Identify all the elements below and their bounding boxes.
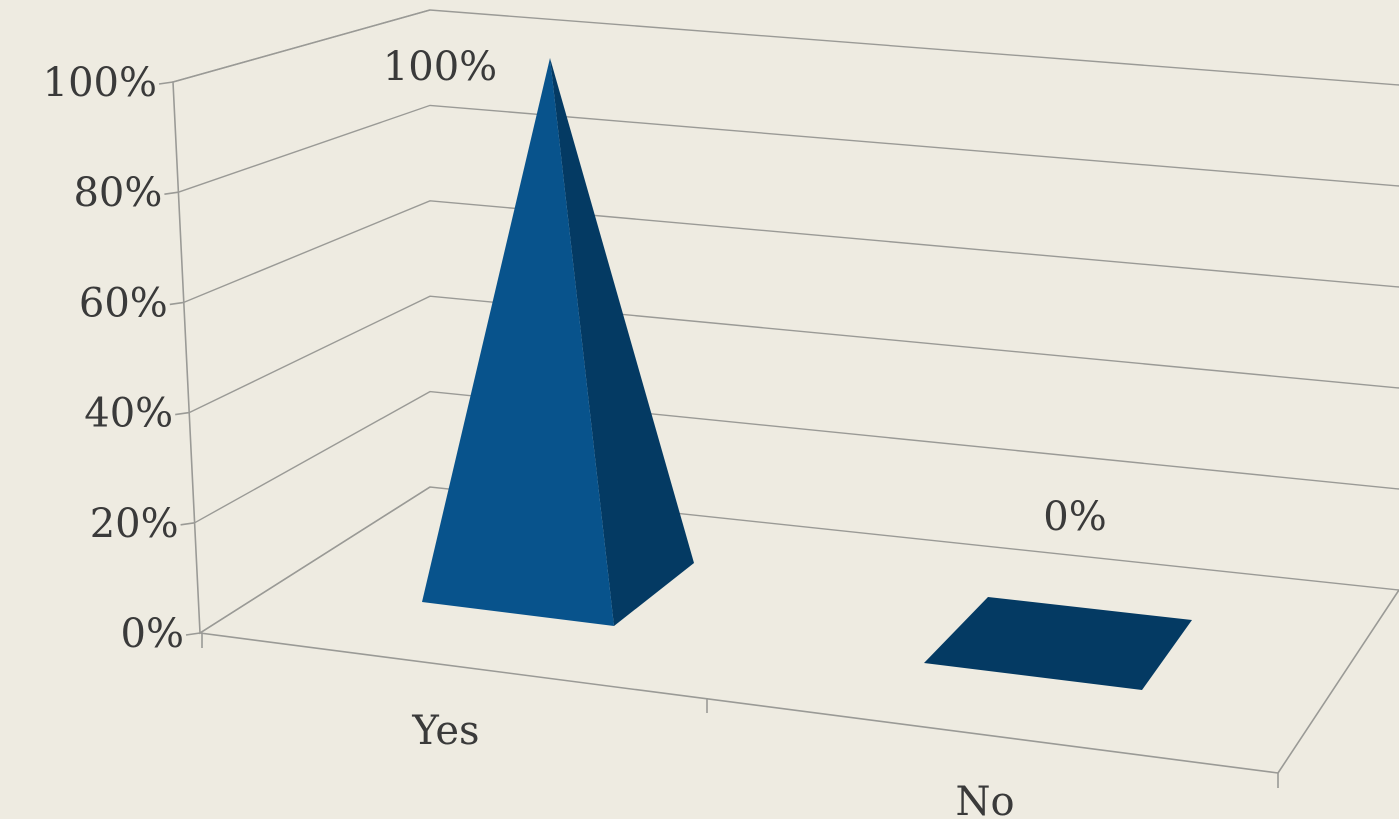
axes xyxy=(172,9,1399,788)
gridline xyxy=(199,486,1399,634)
data-labels: 100% 0% xyxy=(383,44,1107,540)
gridlines xyxy=(172,9,1399,634)
y-tick-label: 20% xyxy=(90,501,179,547)
gridline xyxy=(183,200,1399,304)
y-tick-mark xyxy=(180,522,195,526)
gridline xyxy=(172,9,1399,86)
data-label-no: 0% xyxy=(1043,494,1106,540)
category-labels: Yes No xyxy=(411,708,1014,819)
y-tick-label: 0% xyxy=(121,611,184,657)
pyramid-base-no xyxy=(924,597,1192,690)
y-tick-mark xyxy=(185,632,201,636)
gridline xyxy=(178,104,1399,193)
y-tick-mark xyxy=(169,301,184,306)
category-label-no: No xyxy=(955,779,1014,819)
floor-right-edge xyxy=(1277,589,1399,774)
gridline xyxy=(194,390,1399,524)
pyramid-side-yes xyxy=(550,58,694,626)
y-tick-mark xyxy=(175,411,190,416)
chart-marks xyxy=(422,58,1192,690)
y-tick-label: 100% xyxy=(43,60,157,106)
y-tick-label: 40% xyxy=(84,391,173,437)
y-axis-ticks: 0% 20% 40% 60% 80% 100% xyxy=(43,60,201,657)
y-tick-label: 60% xyxy=(79,280,168,326)
y-axis-side-wall xyxy=(172,9,431,635)
pyramid-front-yes xyxy=(422,58,614,626)
y-tick-label: 80% xyxy=(73,170,162,216)
y-tick-mark xyxy=(158,81,174,85)
y-tick-mark xyxy=(164,191,179,195)
gridline xyxy=(188,295,1399,414)
x-axis-front-edge xyxy=(199,632,1279,774)
category-label-yes: Yes xyxy=(411,708,479,754)
data-label-yes: 100% xyxy=(383,44,497,90)
